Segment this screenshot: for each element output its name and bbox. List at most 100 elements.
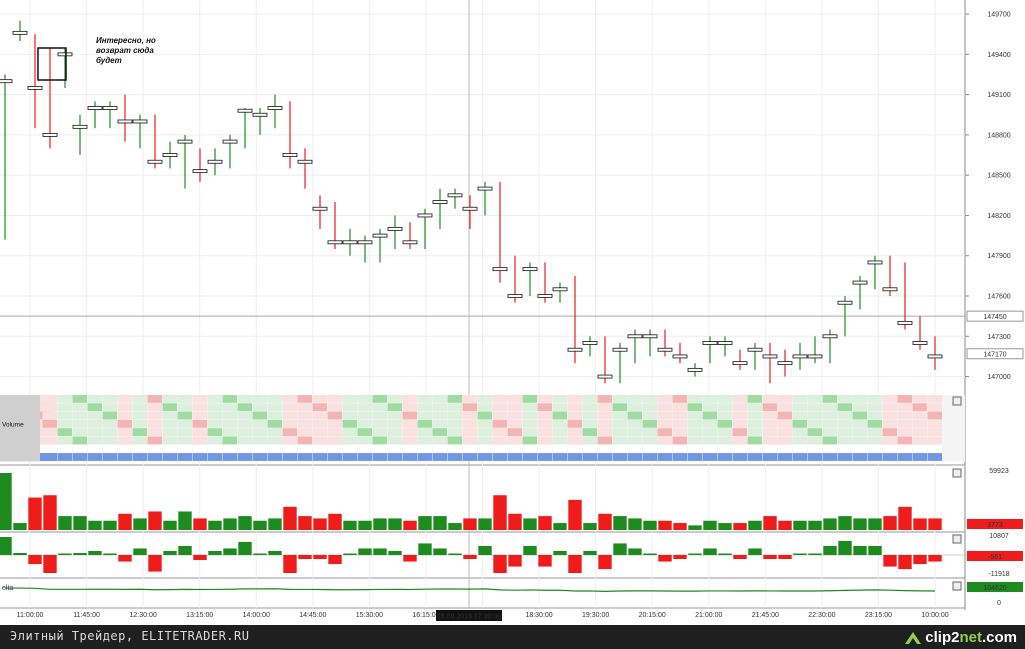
volume-bar bbox=[583, 523, 597, 530]
delta-bar bbox=[313, 555, 327, 560]
volume-bar bbox=[673, 523, 687, 530]
table-cell bbox=[327, 436, 342, 445]
close-marker bbox=[672, 354, 688, 359]
delta-bar bbox=[133, 548, 147, 555]
trading-chart[interactable]: 149700 149400 149100 148800 148500 148200 1479… bbox=[0, 0, 1025, 625]
table-cell bbox=[282, 444, 297, 453]
time-tick-label: 18:30:00 bbox=[525, 612, 552, 619]
table-cell bbox=[267, 411, 282, 420]
table-cell bbox=[777, 428, 792, 436]
chart-canvas[interactable]: 149700 149400 149100 148800 148500 148200 1479… bbox=[0, 0, 1025, 625]
table-cell bbox=[357, 411, 372, 420]
table-cell bbox=[87, 411, 102, 420]
table-cell bbox=[237, 411, 252, 420]
table-cell bbox=[297, 444, 312, 453]
volume-bar bbox=[763, 516, 777, 530]
table-cell bbox=[477, 436, 492, 445]
close-marker bbox=[927, 354, 943, 359]
table-cell bbox=[282, 395, 297, 403]
volume-bar bbox=[808, 520, 822, 530]
table-cell bbox=[702, 428, 717, 436]
close-marker bbox=[147, 159, 163, 164]
volume-bar bbox=[0, 473, 12, 530]
delta-bar bbox=[403, 555, 417, 562]
table-cell bbox=[252, 436, 267, 445]
table-cell bbox=[762, 403, 777, 412]
table-cell bbox=[597, 453, 612, 461]
table-cell bbox=[492, 444, 507, 453]
table-cell bbox=[777, 444, 792, 453]
table-cell bbox=[927, 395, 942, 403]
table-cell bbox=[867, 403, 882, 412]
table-cell bbox=[882, 444, 897, 453]
table-cell bbox=[807, 411, 822, 420]
table-cell bbox=[822, 411, 837, 420]
volume-bar bbox=[58, 516, 72, 530]
delta-bar bbox=[583, 550, 597, 555]
close-marker bbox=[297, 159, 313, 164]
delta-bar bbox=[673, 555, 687, 560]
table-cell bbox=[627, 411, 642, 420]
table-cell bbox=[372, 428, 387, 436]
time-tick-label: 14:00:00 bbox=[243, 612, 270, 619]
table-cell bbox=[132, 403, 147, 412]
volume-bar bbox=[28, 497, 42, 530]
close-marker bbox=[237, 108, 253, 113]
volume-bar bbox=[928, 518, 942, 530]
table-cell bbox=[567, 411, 582, 420]
table-cell bbox=[852, 411, 867, 420]
volume-bar bbox=[523, 518, 537, 530]
table-cell bbox=[672, 411, 687, 420]
close-marker bbox=[417, 213, 433, 218]
table-cell bbox=[777, 453, 792, 461]
delta-bar bbox=[448, 553, 462, 555]
volume-bar bbox=[778, 520, 792, 530]
time-tick-label: 13:15:00 bbox=[186, 612, 213, 619]
volume-bar bbox=[868, 518, 882, 530]
table-cell bbox=[357, 428, 372, 436]
time-tick-label: 23:15:00 bbox=[865, 612, 892, 619]
close-marker bbox=[522, 267, 538, 272]
table-cell bbox=[192, 395, 207, 403]
table-cell bbox=[327, 419, 342, 428]
table-cell bbox=[912, 411, 927, 420]
close-marker bbox=[207, 159, 223, 164]
table-cell bbox=[192, 428, 207, 436]
table-cell bbox=[297, 419, 312, 428]
delta-bar bbox=[343, 553, 357, 555]
table-cell bbox=[42, 395, 57, 403]
delta-bar bbox=[478, 545, 492, 555]
table-cell bbox=[642, 444, 657, 453]
table-cell bbox=[672, 453, 687, 461]
table-cell bbox=[657, 403, 672, 412]
watermark-text: Элитный Трейдер, ELITETRADER.RU bbox=[10, 629, 250, 643]
table-cell bbox=[177, 428, 192, 436]
table-cell bbox=[237, 395, 252, 403]
table-cell bbox=[672, 444, 687, 453]
delta-bars bbox=[0, 537, 942, 573]
table-cell bbox=[507, 395, 522, 403]
table-cell bbox=[297, 436, 312, 445]
volume-bar bbox=[418, 516, 432, 530]
logo-arrow-icon bbox=[905, 632, 922, 644]
table-cell bbox=[237, 444, 252, 453]
table-cell bbox=[387, 411, 402, 420]
table-cell bbox=[537, 411, 552, 420]
table-cell bbox=[417, 444, 432, 453]
table-cell bbox=[627, 453, 642, 461]
close-marker bbox=[552, 287, 568, 292]
close-marker bbox=[12, 30, 28, 35]
table-cell bbox=[162, 436, 177, 445]
table-cell bbox=[222, 436, 237, 445]
footprint-table bbox=[0, 395, 965, 462]
volume-bar bbox=[643, 520, 657, 530]
table-cell bbox=[267, 395, 282, 403]
time-tick-label: 21:45:00 bbox=[752, 612, 779, 619]
table-cell bbox=[837, 436, 852, 445]
table-cell bbox=[522, 395, 537, 403]
table-cell bbox=[102, 411, 117, 420]
table-cell bbox=[687, 411, 702, 420]
delta-bar bbox=[853, 545, 867, 555]
logo-text-main: clip2 bbox=[925, 628, 960, 646]
volume-bar bbox=[658, 520, 672, 530]
